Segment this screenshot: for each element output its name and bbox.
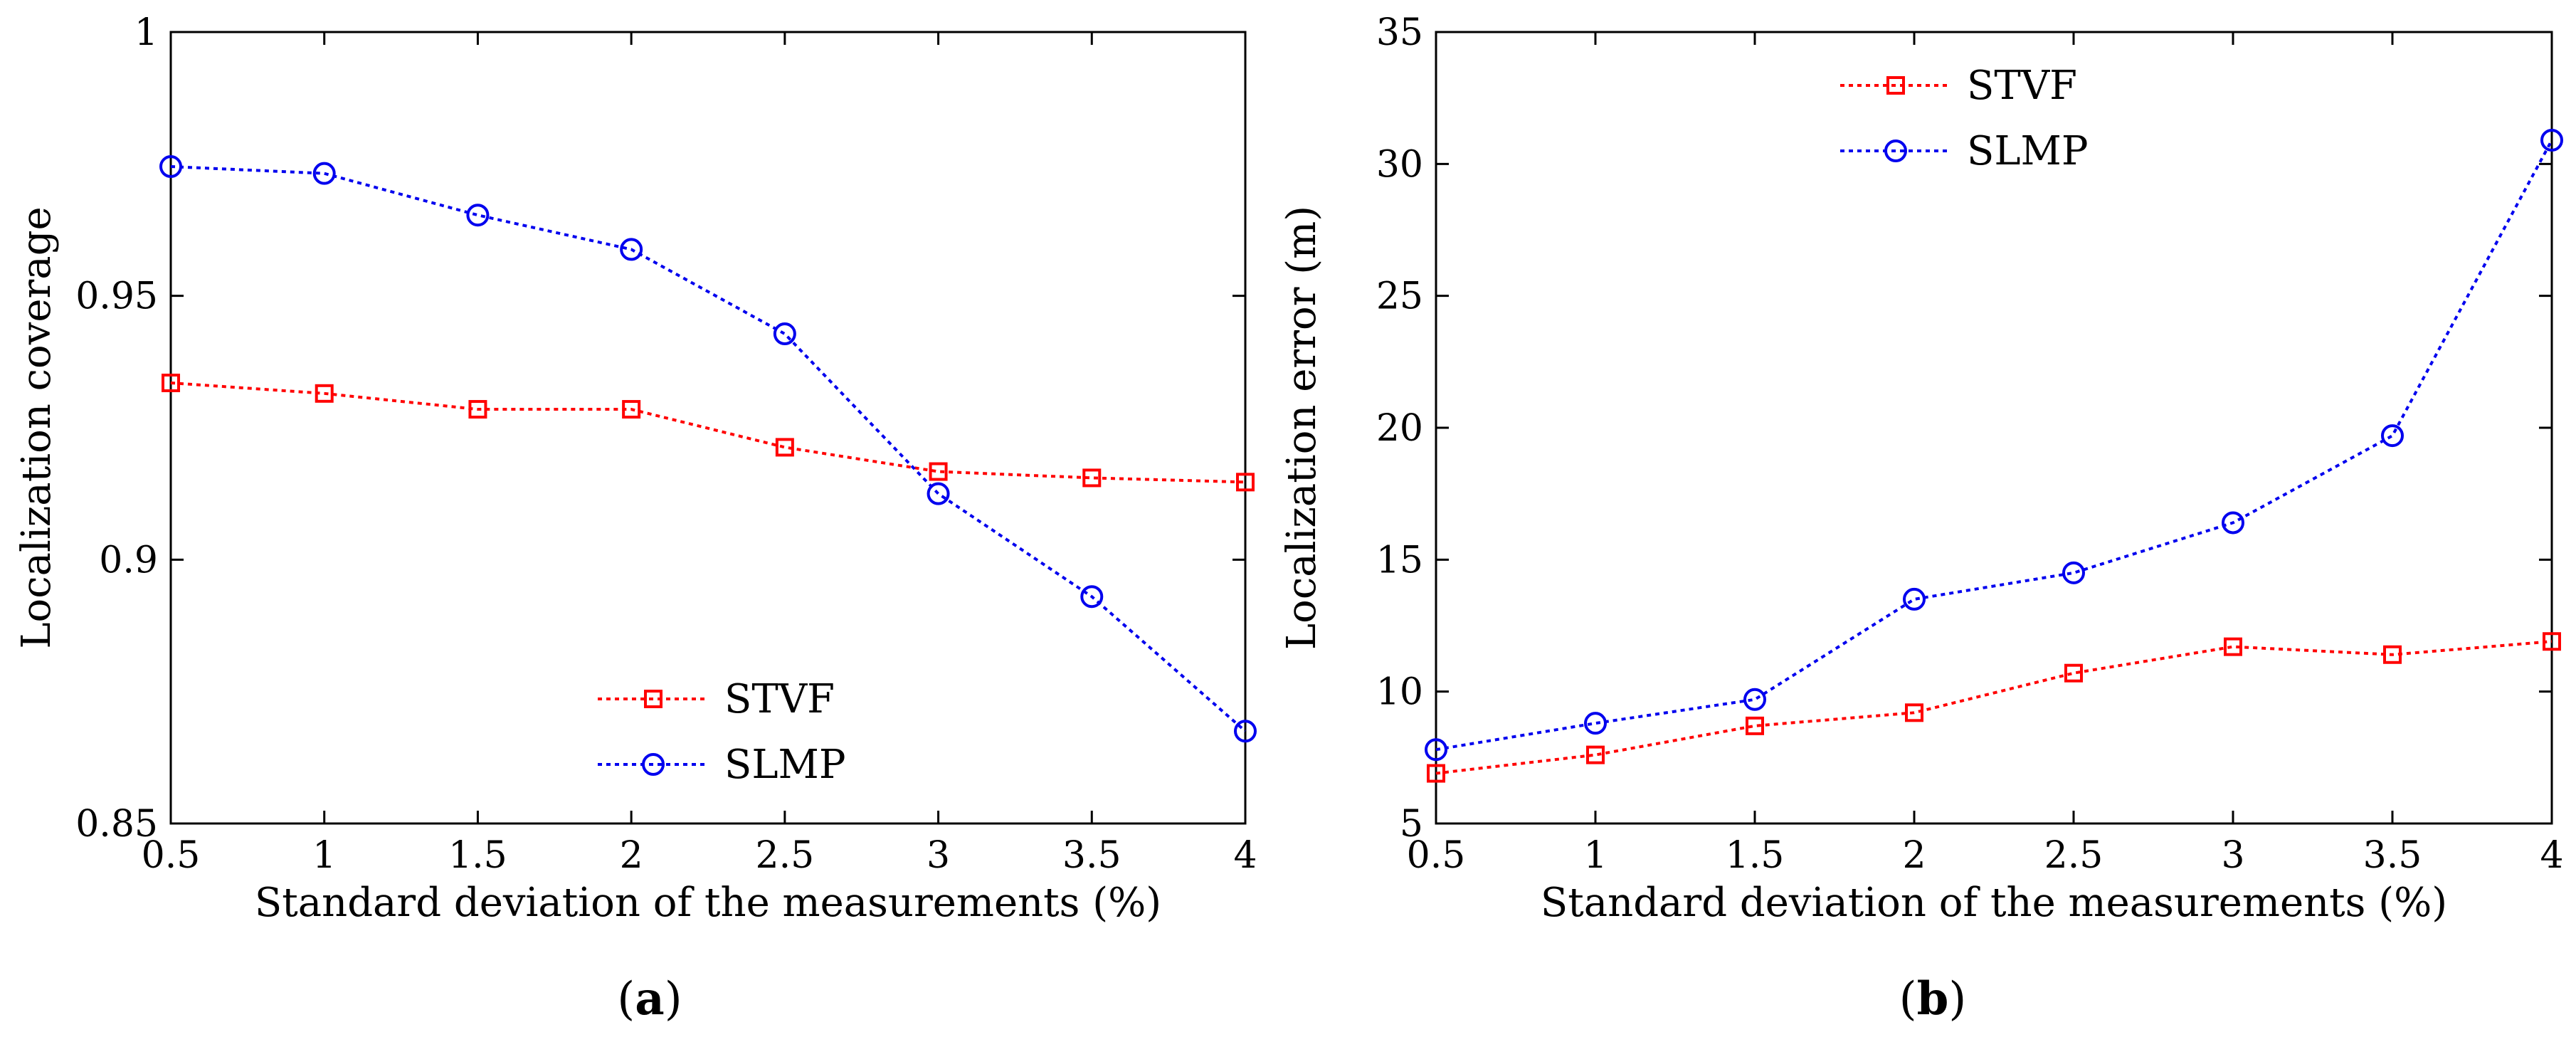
legend-marker-slmp bbox=[1884, 140, 1907, 162]
data-point-stvf bbox=[1905, 703, 1923, 722]
series-line-slmp bbox=[1435, 140, 2553, 752]
data-point-stvf bbox=[1427, 764, 1445, 783]
legend-label-stvf: STVF bbox=[724, 676, 835, 722]
data-point-slmp bbox=[2062, 561, 2085, 584]
data-point-slmp bbox=[1584, 712, 1607, 735]
data-point-stvf bbox=[2383, 645, 2402, 664]
y-tick-label: 0.85 bbox=[75, 803, 158, 846]
x-tick-label: 1.5 bbox=[448, 834, 507, 877]
series-line-slmp bbox=[170, 165, 1247, 732]
data-point-slmp bbox=[2222, 511, 2244, 535]
x-tick-label: 1 bbox=[312, 834, 336, 877]
data-point-stvf bbox=[1082, 468, 1102, 488]
x-tick-label: 3 bbox=[2221, 834, 2244, 877]
x-tick-label: 2.5 bbox=[2044, 834, 2103, 877]
chart-panel-b: 0.5 1 1.5 2 2.5 3 3.5 4 5 10 15 20 25 30 35 Standard de… bbox=[1279, 11, 2564, 1026]
data-point-stvf bbox=[622, 400, 641, 419]
x-tick-label: 3.5 bbox=[1062, 834, 1121, 877]
y-tick-label: 25 bbox=[1376, 275, 1423, 318]
series-line-stvf bbox=[170, 381, 1246, 484]
series-stvf bbox=[162, 373, 1255, 492]
plot-frame bbox=[169, 31, 1247, 825]
y-axis-label: Localization coverage bbox=[14, 206, 60, 648]
legend-marker-stvf bbox=[644, 690, 663, 708]
legend-label-stvf: STVF bbox=[1967, 63, 2077, 109]
series-stvf bbox=[1427, 632, 2561, 783]
x-tick-label: 2.5 bbox=[756, 834, 815, 877]
data-point-slmp bbox=[466, 204, 490, 227]
x-tick-label: 4 bbox=[1233, 834, 1257, 877]
series-line-stvf bbox=[1435, 640, 2553, 775]
panel-label-close: ) bbox=[1948, 973, 1966, 1026]
y-tick-label: 0.9 bbox=[99, 539, 158, 581]
legend-marker-slmp bbox=[642, 753, 665, 776]
data-point-slmp bbox=[620, 238, 643, 261]
y-tick-label: 15 bbox=[1376, 539, 1423, 581]
y-tick-label: 0.95 bbox=[75, 275, 158, 318]
data-point-stvf bbox=[2543, 632, 2561, 651]
data-point-stvf bbox=[1746, 716, 1764, 735]
x-axis-label: Standard deviation of the measurements (… bbox=[255, 880, 1161, 926]
x-tick-label: 0.5 bbox=[1407, 834, 1466, 877]
x-axis-label: Standard deviation of the measurements (… bbox=[1541, 880, 2447, 926]
y-tick-label: 5 bbox=[1400, 803, 1423, 846]
y-tick-label: 1 bbox=[134, 11, 158, 54]
data-point-stvf bbox=[775, 438, 794, 457]
data-point-slmp bbox=[159, 155, 182, 179]
panel-label-close: ) bbox=[665, 973, 682, 1026]
legend: STVF SLMP bbox=[598, 676, 846, 788]
series-slmp bbox=[1425, 128, 2563, 762]
legend-marker-stvf bbox=[1886, 76, 1905, 95]
y-tick-label: 30 bbox=[1376, 143, 1423, 186]
data-point-stvf bbox=[315, 384, 334, 403]
panel-label-letter: b bbox=[1917, 972, 1949, 1026]
data-point-slmp bbox=[1234, 720, 1257, 743]
panel-label-open: ( bbox=[617, 973, 635, 1026]
x-tick-label: 2 bbox=[1902, 834, 1926, 877]
legend: STVF SLMP bbox=[1840, 63, 2089, 174]
x-tick-label: 1.5 bbox=[1726, 834, 1785, 877]
data-point-stvf bbox=[2064, 663, 2083, 683]
panel-label: (b) bbox=[1899, 972, 1967, 1026]
legend-label-slmp: SLMP bbox=[1967, 128, 2089, 174]
x-tick-label: 3 bbox=[927, 834, 950, 877]
data-point-slmp bbox=[1743, 688, 1766, 711]
x-tick-label: 3.5 bbox=[2363, 834, 2422, 877]
data-point-slmp bbox=[2540, 128, 2563, 152]
y-tick-label: 10 bbox=[1376, 671, 1423, 714]
data-point-stvf bbox=[468, 400, 487, 419]
data-point-slmp bbox=[927, 482, 950, 505]
data-point-slmp bbox=[2381, 424, 2404, 448]
panel-label: (a) bbox=[617, 972, 682, 1026]
data-point-slmp bbox=[1080, 585, 1104, 609]
legend-label-slmp: SLMP bbox=[724, 742, 846, 788]
x-tick-label: 0.5 bbox=[142, 834, 201, 877]
data-point-stvf bbox=[1586, 745, 1605, 764]
y-axis-label: Localization error (m) bbox=[1279, 206, 1325, 650]
data-point-stvf bbox=[929, 462, 948, 481]
panel-label-letter: a bbox=[635, 972, 664, 1026]
x-tick-label: 2 bbox=[620, 834, 643, 877]
data-point-slmp bbox=[1425, 738, 1447, 762]
y-tick-label: 20 bbox=[1376, 407, 1423, 450]
panel-label-open: ( bbox=[1899, 973, 1917, 1026]
data-point-slmp bbox=[773, 322, 796, 346]
data-point-stvf bbox=[162, 373, 180, 392]
data-point-stvf bbox=[1236, 473, 1255, 492]
x-tick-label: 1 bbox=[1583, 834, 1607, 877]
x-tick-label: 4 bbox=[2540, 834, 2563, 877]
data-point-slmp bbox=[312, 162, 336, 185]
series-slmp bbox=[159, 155, 1257, 743]
y-tick-label: 35 bbox=[1376, 11, 1423, 54]
data-point-slmp bbox=[1903, 587, 1926, 611]
data-point-stvf bbox=[2224, 637, 2242, 656]
